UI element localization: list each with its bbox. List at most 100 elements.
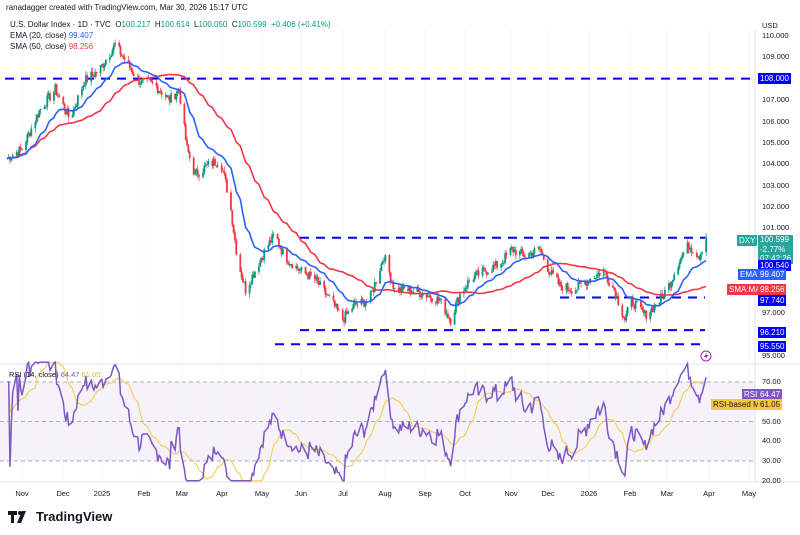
- candle-body: [206, 164, 208, 166]
- candle-body: [128, 61, 131, 68]
- candle-body: [164, 94, 167, 98]
- candle-body: [416, 287, 419, 292]
- candle-body: [175, 93, 178, 100]
- rsi-legend[interactable]: RSI (14, close) 64.47 61.05: [9, 370, 101, 379]
- candle-body: [369, 291, 372, 302]
- price-axis-tick: 109.000: [762, 52, 790, 61]
- candle-body: [504, 253, 507, 263]
- candle-body: [323, 281, 326, 288]
- level-tag: 95.550: [758, 341, 787, 352]
- candle-body: [65, 110, 67, 115]
- candle-body: [80, 89, 83, 96]
- candle-body: [224, 173, 227, 180]
- candle-body: [484, 268, 487, 272]
- candle-body: [577, 281, 580, 290]
- candle-body: [244, 281, 247, 294]
- price-axis-tick: 106.000: [762, 117, 790, 126]
- candle-body: [574, 290, 577, 294]
- candle-body: [30, 128, 33, 136]
- candle-body: [242, 277, 244, 283]
- candle-body: [361, 298, 364, 301]
- candle-body: [239, 254, 242, 272]
- candle-body: [632, 296, 634, 306]
- candle-body: [211, 161, 214, 166]
- candle-body: [34, 122, 37, 129]
- candle-body: [513, 249, 516, 253]
- price-axis-tick: 97.000: [762, 308, 785, 317]
- candle-body: [697, 256, 700, 257]
- candle-body: [231, 210, 234, 225]
- candle-body: [510, 247, 513, 248]
- candle-body: [444, 298, 447, 315]
- candle-body: [67, 108, 70, 118]
- rsi-tag-label: RSI: [742, 389, 760, 400]
- time-axis-tick: Dec: [541, 489, 555, 498]
- candle-body: [670, 281, 673, 288]
- time-axis-tick: Mar: [175, 489, 189, 498]
- candle-body: [11, 155, 14, 159]
- symbol-name[interactable]: U.S. Dollar Index · 1D · TVC: [10, 20, 111, 29]
- candle-body: [464, 288, 467, 291]
- candle-body: [594, 278, 597, 279]
- candle-body: [465, 287, 468, 289]
- candle-body: [500, 264, 503, 268]
- candle-body: [458, 293, 461, 303]
- price-axis-tick: 102.000: [762, 202, 790, 211]
- candle-body: [486, 272, 489, 275]
- candle-body: [49, 93, 51, 101]
- candle-body: [108, 57, 111, 60]
- rsi-axis-tick: 70.00: [762, 377, 781, 386]
- close-value: 100.599: [237, 20, 267, 29]
- ema-tag-label: EMA: [738, 269, 760, 280]
- candle-body: [532, 253, 535, 257]
- candle-body: [215, 165, 218, 167]
- candle-body: [279, 245, 282, 249]
- candle-body: [466, 280, 469, 288]
- candle-body: [383, 260, 385, 262]
- candle-body: [650, 307, 653, 313]
- candle-body: [642, 309, 645, 314]
- candle-body: [267, 245, 270, 250]
- candle-body: [566, 283, 569, 290]
- candle-body: [112, 44, 115, 50]
- candle-body: [677, 267, 680, 275]
- candle-body: [281, 248, 284, 255]
- last-price-tag: 100.599 -2.77% 07:42:26: [758, 235, 794, 264]
- candle-body: [681, 255, 684, 258]
- candle-body: [605, 271, 608, 276]
- tradingview-logo[interactable]: TradingView: [8, 509, 112, 524]
- candle-body: [131, 69, 134, 74]
- candle-body: [457, 297, 460, 303]
- candle-body: [699, 253, 702, 260]
- candle-body: [138, 76, 141, 85]
- candle-body: [669, 283, 672, 288]
- candle-body: [168, 96, 171, 103]
- price-axis-tick: 103.000: [762, 181, 790, 190]
- candle-body: [77, 95, 79, 106]
- candle-body: [167, 95, 170, 97]
- candle-body: [289, 264, 292, 265]
- candle-body: [524, 256, 527, 258]
- candle-body: [216, 165, 219, 167]
- lightning-glyph: [704, 352, 709, 360]
- candle-body: [606, 275, 609, 283]
- candle-body: [192, 157, 195, 175]
- candle-body: [482, 267, 485, 269]
- candle-body: [662, 295, 665, 298]
- sma-legend[interactable]: SMA (50, close) 98.256: [10, 42, 94, 51]
- candle-body: [37, 114, 39, 118]
- candle-body: [353, 301, 356, 304]
- candle-body: [203, 165, 206, 173]
- candle-body: [212, 158, 215, 166]
- candle-body: [431, 298, 433, 303]
- candle-body: [186, 139, 188, 146]
- candle-body: [222, 170, 224, 172]
- price-axis-tick: 104.000: [762, 159, 790, 168]
- candle-body: [38, 110, 41, 118]
- candle-body: [327, 294, 330, 296]
- time-axis-tick: Feb: [137, 489, 151, 498]
- candle-body: [140, 78, 143, 84]
- price-axis-tick: 95.000: [762, 351, 785, 360]
- ema-legend[interactable]: EMA (20, close) 99.407: [10, 31, 94, 40]
